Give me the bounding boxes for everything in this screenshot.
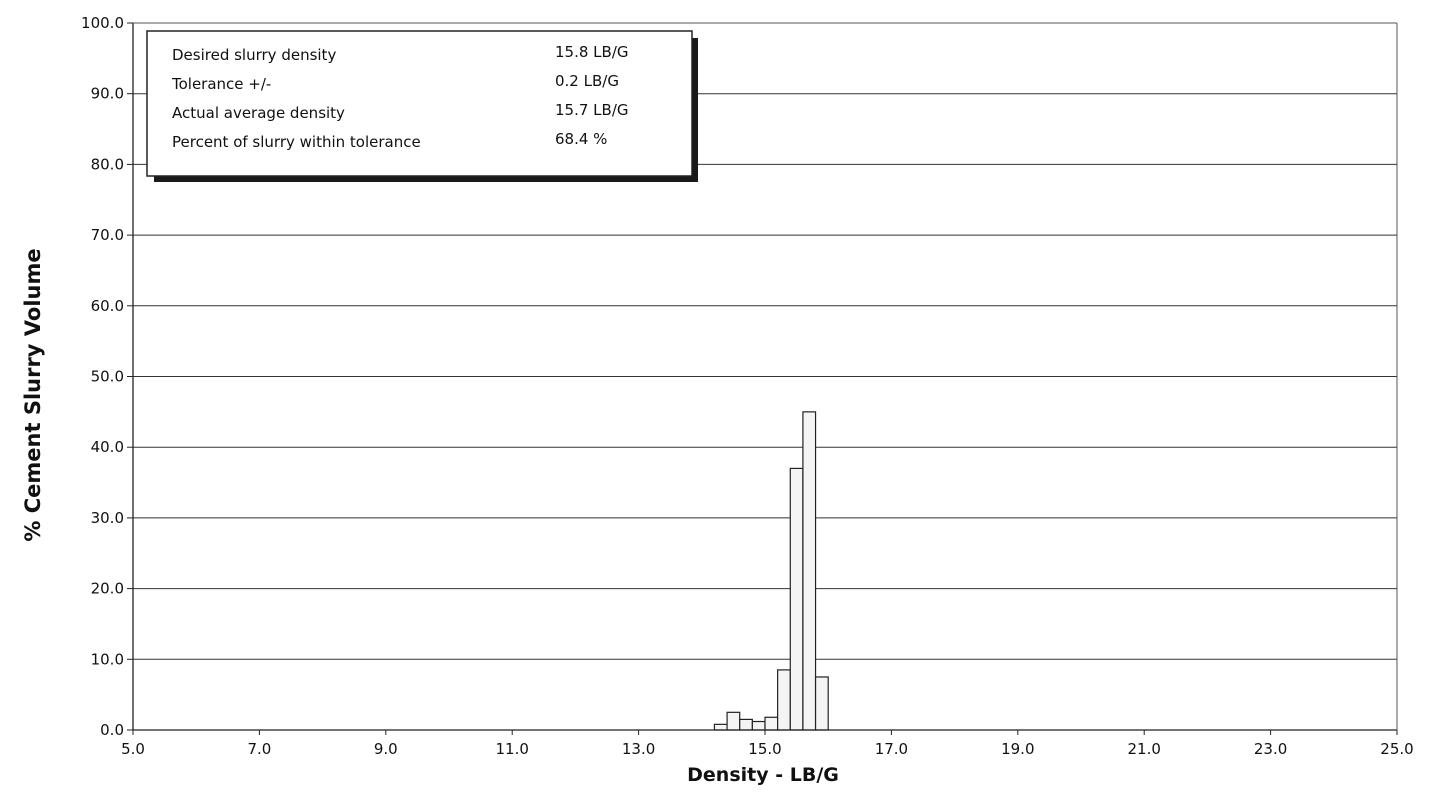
info-row-label: Tolerance +/- (171, 75, 271, 93)
histogram-bar (713, 723, 728, 731)
y-axis-title: % Cement Slurry Volume (21, 248, 45, 541)
info-row-label: Percent of slurry within tolerance (172, 133, 421, 151)
x-tick-label: 21.0 (1127, 740, 1160, 758)
info-row-value: 15.8 LB/G (555, 43, 629, 61)
y-tick-label: 60.0 (91, 297, 124, 315)
histogram-bar (802, 411, 817, 731)
info-box-rows: Desired slurry density 15.8 LB/G Tolerance… (171, 43, 629, 151)
histogram-bar (789, 467, 804, 731)
y-tick-label: 50.0 (91, 368, 124, 386)
x-tick-label: 9.0 (374, 740, 398, 758)
x-tick-labels: 5.0 7.0 9.0 11.0 13.0 15.0 17.0 19.0 21.0 23.0 25.… (121, 740, 1414, 758)
x-tick-label: 19.0 (1001, 740, 1034, 758)
y-tick-label: 100.0 (81, 14, 124, 32)
density-info-box: Desired slurry density 15.8 LB/G Tolerance… (146, 30, 698, 182)
info-row-value: 15.7 LB/G (555, 101, 629, 119)
y-tick-labels: 0.0 10.0 20.0 30.0 40.0 50.0 60.0 70.0 80.0 90.0 1… (81, 14, 124, 739)
y-tick-label: 70.0 (91, 226, 124, 244)
x-tick-label: 15.0 (748, 740, 781, 758)
info-row-value: 68.4 % (555, 130, 607, 148)
x-axis-title: Density - LB/G (687, 764, 839, 786)
y-tick-label: 30.0 (91, 509, 124, 527)
y-tick-label: 10.0 (91, 650, 124, 668)
histogram-bar (751, 720, 766, 731)
y-tick-label: 0.0 (100, 721, 124, 739)
x-tick-label: 13.0 (622, 740, 655, 758)
x-tick-label: 11.0 (495, 740, 528, 758)
y-tick-label: 90.0 (91, 85, 124, 103)
x-tick-label: 17.0 (875, 740, 908, 758)
info-row-value: 0.2 LB/G (555, 72, 619, 90)
histogram-bar (726, 711, 741, 731)
info-row-label: Desired slurry density (172, 46, 336, 64)
x-tick-label: 5.0 (121, 740, 145, 758)
histogram-bar (739, 718, 753, 731)
x-tick-label: 25.0 (1380, 740, 1413, 758)
histogram-bars (713, 411, 829, 731)
y-tick-label: 80.0 (91, 155, 124, 173)
axes (127, 22, 1398, 735)
y-tick-label: 20.0 (91, 580, 124, 598)
info-row-label: Actual average density (172, 104, 345, 122)
x-tick-label: 7.0 (247, 740, 271, 758)
x-tick-label: 23.0 (1254, 740, 1287, 758)
y-tick-label: 40.0 (91, 438, 124, 456)
histogram-bar (764, 716, 779, 731)
histogram-bar (814, 676, 829, 731)
histogram-bar (777, 669, 791, 731)
info-box-panel (146, 30, 693, 177)
